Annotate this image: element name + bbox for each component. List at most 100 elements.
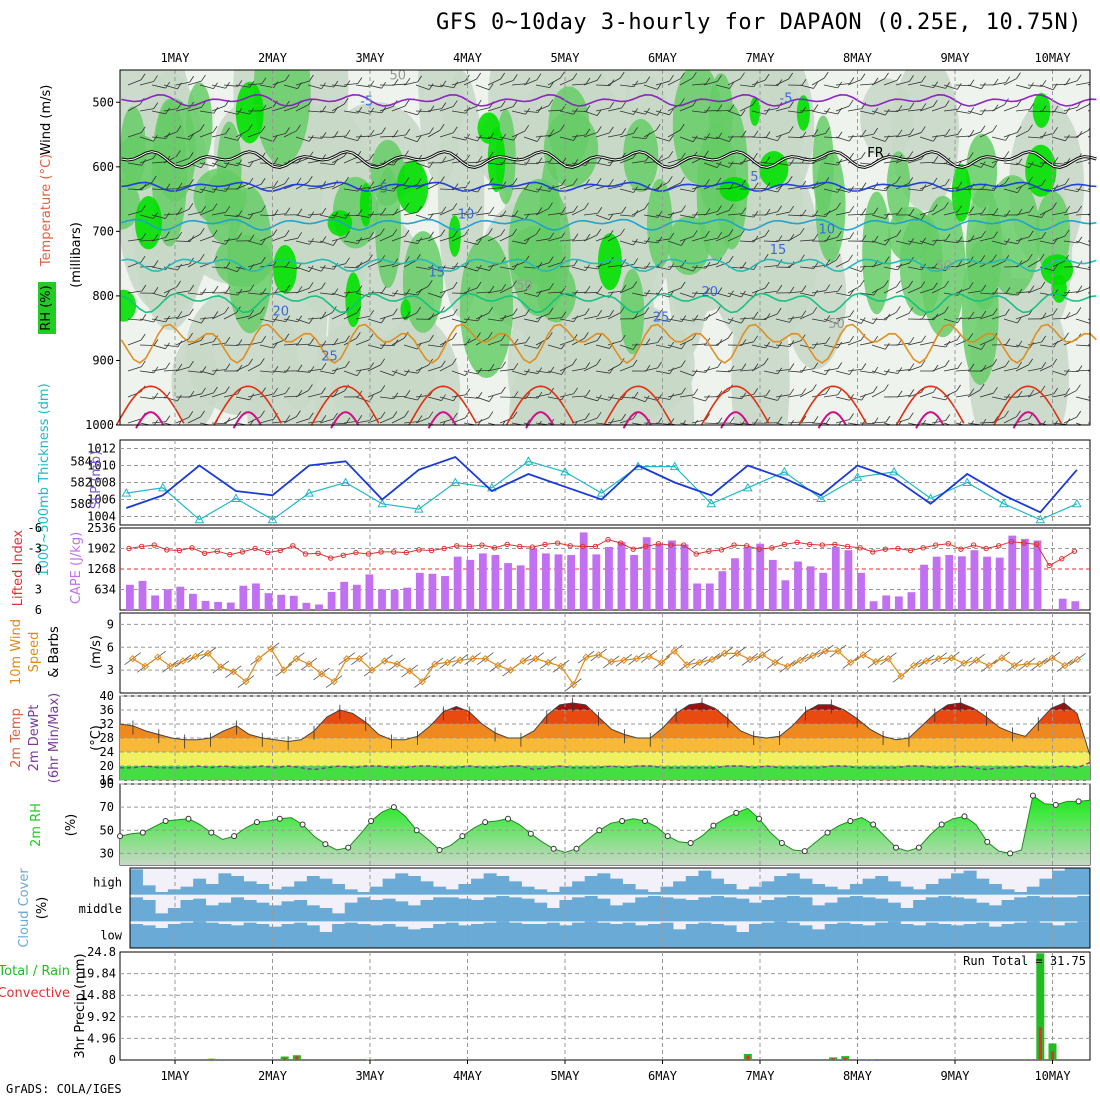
wind-barb: [823, 110, 838, 115]
wind-barb-flag: [765, 341, 771, 349]
wind-barb: [535, 262, 550, 268]
wind-tick-label: 6: [107, 640, 114, 654]
cloud-high-cell: [938, 878, 952, 895]
wind-barb-flag: [800, 334, 806, 341]
wind-barb-flag: [333, 412, 338, 420]
rh-marker: [322, 841, 329, 848]
warm-dome-magenta: [427, 411, 457, 429]
wind-barb: [655, 80, 670, 86]
wind-barb-flag: [225, 238, 230, 245]
cloud-high-cell: [382, 878, 396, 895]
wind-barb: [751, 136, 767, 139]
cloud-low-cell: [344, 922, 358, 948]
lifted-index-marker: [466, 543, 473, 550]
wind-barb: [1051, 260, 1065, 268]
wind-barb: [415, 214, 430, 220]
cloud-high-cell: [332, 884, 346, 895]
wind-barb-flag: [1039, 253, 1045, 261]
wind-speed-marker: [708, 655, 716, 664]
wind-barb: [895, 262, 910, 268]
wind-barb-flag: [1065, 78, 1071, 85]
wind-barb-flag: [717, 232, 723, 239]
wind-barb: [991, 136, 1006, 141]
wind-barb-flag: [717, 287, 723, 294]
wind-barb: [739, 393, 754, 398]
wind-barb-flag: [753, 335, 758, 343]
cloud-middle-cell: [913, 900, 927, 922]
wind-barb-flag: [500, 334, 506, 341]
wind-barb: [871, 188, 886, 192]
wind-barb: [415, 364, 429, 372]
wind-speed-marker: [166, 662, 175, 671]
wind-barb-flag: [849, 394, 854, 401]
wind-barb: [547, 291, 562, 294]
wind-barb: [679, 77, 693, 86]
wind-barb-flag: [619, 358, 625, 365]
wind-barb: [559, 78, 573, 86]
wind-barb-flag: [693, 264, 698, 272]
bottom-date-label: 8MAY: [843, 1069, 873, 1083]
slp-tick-label: 1008: [87, 476, 116, 490]
wind-barb-flag: [189, 360, 194, 368]
isotherm-label: 25: [653, 311, 670, 326]
slp-tick-label: 1012: [87, 442, 116, 456]
cloud-high-cell: [976, 878, 990, 895]
lifted-index-marker: [693, 551, 699, 557]
wind-barb-flag: [621, 128, 627, 135]
wind-barb-flag: [753, 235, 759, 243]
rh-shade-mid: [193, 168, 247, 225]
cloud-high-cell: [534, 889, 548, 895]
wind-barb: [259, 106, 274, 112]
rh-marker: [801, 848, 808, 855]
wind-barb: [283, 130, 297, 138]
wind-barb-flag: [525, 237, 531, 245]
rh-shade-mid: [623, 118, 659, 193]
wind-barb-flag: [199, 253, 205, 261]
cape-bar: [1046, 609, 1054, 610]
wind-barb-flag: [357, 134, 362, 141]
wind-barb: [403, 110, 418, 116]
rh-marker: [459, 833, 466, 840]
thickness-axis-label: 1000~500mb Thickness (dm): [37, 383, 52, 576]
cloud-high-cell: [357, 892, 371, 895]
wind-barb: [931, 344, 946, 348]
lifted-index-marker: [756, 546, 762, 552]
wind-barb: [451, 318, 466, 324]
wind-barb: [391, 105, 406, 112]
wind-barb: [271, 370, 286, 373]
wind-barb: [511, 290, 526, 294]
rh-marker: [756, 815, 763, 822]
wind-barb: [823, 84, 838, 89]
wind-barb-flag: [584, 202, 589, 210]
cloud-low-cell: [597, 922, 611, 948]
wind-barb: [535, 161, 550, 164]
lifted-index-marker: [441, 545, 447, 552]
wind-barb: [475, 84, 490, 91]
cape-bar: [176, 586, 185, 610]
wind-barb-flag: [249, 284, 255, 292]
wind-barb-flag: [813, 233, 819, 241]
wind-barb: [547, 236, 562, 242]
wind-barb-flag: [199, 228, 205, 235]
precip-total-bar: [1024, 1059, 1033, 1060]
cloud-level-label: high: [93, 875, 122, 889]
cloud-middle-cell: [382, 898, 396, 922]
wind-barb-flag: [453, 262, 459, 269]
wind-barb: [403, 136, 418, 143]
wind-barb: [487, 392, 502, 398]
wind-barb: [595, 235, 610, 242]
wind-barb: [235, 162, 250, 168]
wind-barb-flag: [501, 100, 506, 107]
wind-barb: [391, 292, 406, 296]
wind-speed-marker: [1023, 660, 1031, 668]
wind-barb-flag: [177, 311, 183, 318]
isotherm-line: [121, 218, 1097, 231]
wind-barb-flag: [837, 341, 843, 349]
wind-barb-flag: [920, 360, 926, 367]
cape-bar: [705, 583, 714, 610]
wind-barb: [403, 81, 418, 86]
wind-barb: [1051, 235, 1066, 242]
cape-bar: [478, 553, 487, 610]
wind-barb: [691, 236, 706, 242]
wind-barb: [463, 396, 478, 399]
